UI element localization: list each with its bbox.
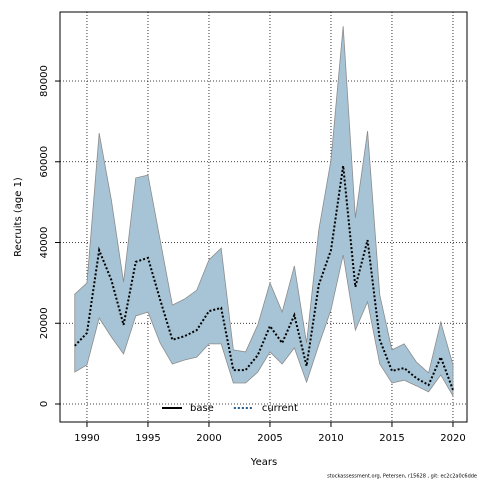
footer: stockassessment.org, Petersen, r15628 , … xyxy=(327,474,477,480)
x-tick-label: 2015 xyxy=(379,433,404,444)
x-tick-label: 2010 xyxy=(318,433,343,444)
x-tick-label: 2005 xyxy=(257,433,282,444)
x-tick-label: 2020 xyxy=(440,433,465,444)
series-line xyxy=(74,165,454,391)
confidence-band xyxy=(74,26,454,398)
x-tick-label: 1990 xyxy=(74,433,99,444)
x-tick-label: 1995 xyxy=(135,433,160,444)
y-tick-label: 0 xyxy=(39,401,50,407)
plot-frame xyxy=(59,11,468,423)
x-axis-title: Years xyxy=(250,457,277,468)
y-tick-label: 40000 xyxy=(39,227,50,259)
x-tick-label: 2000 xyxy=(196,433,221,444)
legend-label: base xyxy=(190,403,214,414)
y-tick-label: 80000 xyxy=(39,65,50,97)
y-axis-title: Recruits (age 1) xyxy=(13,177,24,257)
y-tick-label: 20000 xyxy=(39,307,50,339)
y-tick-label: 60000 xyxy=(39,146,50,178)
legend-label: current xyxy=(262,403,298,414)
